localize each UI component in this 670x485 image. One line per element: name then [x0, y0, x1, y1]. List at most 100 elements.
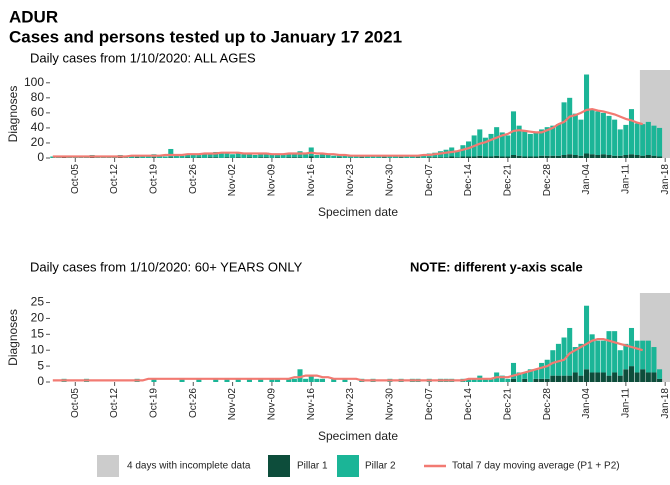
- bar: [235, 151, 241, 158]
- x-axis-label: Specimen date: [318, 429, 398, 443]
- x-tick-label: Jan-04: [581, 164, 592, 195]
- x-tick-label: Nov-09: [267, 388, 278, 421]
- bar: [527, 369, 533, 382]
- x-tick-label: Jan-04: [581, 388, 592, 419]
- bar: [645, 340, 651, 373]
- bar: [303, 378, 309, 382]
- bar: [381, 157, 387, 158]
- bar: [89, 157, 95, 158]
- y-tick-label: 0: [37, 374, 44, 388]
- bar: [269, 378, 275, 382]
- bar: [359, 157, 365, 158]
- bar: [196, 157, 202, 158]
- bar: [432, 157, 438, 158]
- bar: [634, 372, 640, 382]
- bar: [258, 153, 264, 158]
- bar: [241, 154, 247, 158]
- bar: [584, 305, 590, 370]
- bar: [342, 155, 348, 158]
- y-tick-label: 40: [31, 120, 45, 134]
- bar: [460, 145, 466, 157]
- bar: [640, 124, 646, 156]
- bar: [584, 153, 590, 158]
- bar: [449, 156, 455, 158]
- legend-label: Pillar 2: [365, 461, 396, 472]
- bar: [651, 372, 657, 382]
- bar: [213, 157, 219, 158]
- bar: [657, 127, 663, 157]
- bar: [291, 378, 297, 382]
- bar: [612, 119, 618, 156]
- bar: [634, 123, 640, 155]
- bar: [376, 156, 382, 158]
- y-tick-label: 0: [37, 150, 44, 164]
- bar: [83, 157, 90, 158]
- bar: [651, 155, 657, 158]
- bar: [510, 111, 517, 155]
- bar: [286, 157, 292, 158]
- bar: [595, 340, 601, 373]
- bar: [567, 154, 573, 158]
- bar: [499, 132, 505, 157]
- bar: [314, 154, 320, 158]
- bar: [544, 378, 550, 382]
- x-tick-label: Nov-30: [385, 164, 396, 197]
- y-tick-label: 25: [31, 295, 45, 309]
- bar: [140, 155, 146, 158]
- bar: [134, 157, 140, 158]
- bar: [544, 359, 550, 379]
- bar: [336, 157, 342, 158]
- bar: [179, 155, 185, 158]
- bar: [657, 378, 663, 382]
- x-tick-label: Dec-14: [463, 388, 474, 421]
- bar: [578, 375, 584, 382]
- bar: [623, 343, 629, 370]
- x-tick-label: Oct-26: [188, 164, 199, 194]
- bar: [522, 372, 528, 379]
- y-tick-label: 20: [31, 311, 45, 325]
- bar: [218, 153, 224, 158]
- x-tick-label: Dec-28: [542, 164, 553, 197]
- bar: [505, 378, 511, 382]
- bar: [617, 155, 623, 158]
- bar: [572, 347, 578, 373]
- bar: [533, 369, 539, 379]
- bar: [600, 112, 606, 155]
- bar: [437, 157, 443, 158]
- bar: [168, 157, 174, 158]
- bar: [645, 372, 651, 382]
- chart-note: NOTE: different y-axis scale: [410, 259, 583, 274]
- bar: [331, 378, 337, 382]
- bar: [516, 155, 522, 158]
- bar: [201, 153, 208, 158]
- bar: [651, 125, 657, 156]
- bar: [145, 155, 151, 158]
- bar: [640, 340, 646, 370]
- bar: [488, 378, 494, 382]
- bar: [623, 154, 629, 158]
- bar: [539, 129, 545, 156]
- page-title: ADUR: [9, 7, 58, 26]
- bar: [589, 154, 595, 158]
- x-tick-label: Dec-21: [503, 164, 514, 197]
- bar: [499, 156, 505, 158]
- bar: [505, 156, 511, 158]
- bar: [544, 127, 550, 156]
- chart-title: Daily cases from 1/10/2020: 60+ YEARS ON…: [30, 259, 303, 274]
- bar: [286, 153, 292, 158]
- x-axis-label: Specimen date: [318, 205, 398, 219]
- bar: [291, 157, 297, 158]
- bar: [421, 154, 427, 158]
- bar: [482, 137, 488, 157]
- bar: [185, 157, 191, 158]
- bar: [398, 157, 404, 158]
- bar: [353, 156, 359, 158]
- x-tick-label: Jan-18: [660, 388, 670, 419]
- y-tick-label: 80: [31, 90, 45, 104]
- bar: [645, 154, 651, 158]
- bar: [494, 127, 500, 156]
- bar: [505, 135, 511, 157]
- legend-label: Pillar 1: [297, 461, 328, 472]
- x-tick-label: Jan-11: [621, 164, 632, 194]
